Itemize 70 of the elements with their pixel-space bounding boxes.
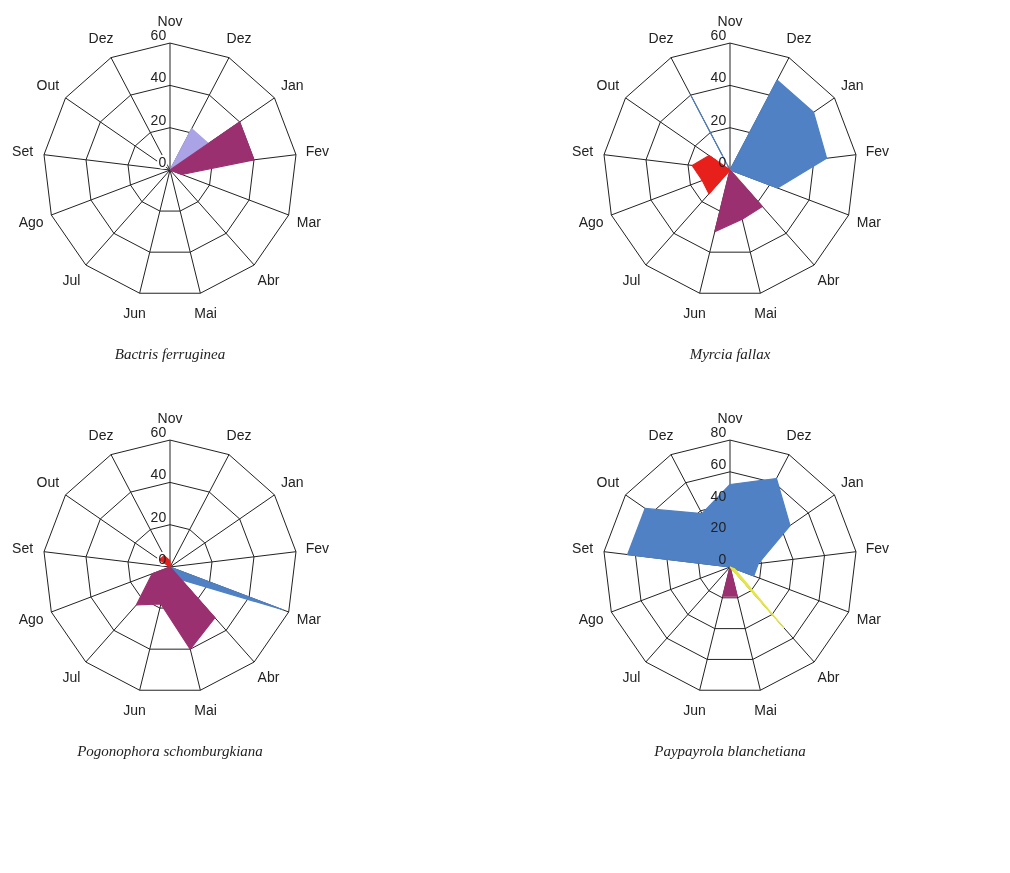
- spoke-label: Dez: [786, 29, 812, 46]
- spoke-label: Jul: [62, 272, 81, 289]
- spoke-label: Fev: [865, 540, 890, 557]
- spoke-label: Jan: [280, 76, 304, 93]
- spoke-label: Jun: [123, 702, 146, 719]
- y-tick-label: 40: [150, 69, 167, 86]
- spoke-label: Mai: [194, 702, 217, 719]
- text: Bactris ferruginea: [114, 346, 226, 362]
- text: Paypayrola blanchetiana: [653, 743, 806, 759]
- y-tick-label: 60: [710, 27, 727, 44]
- y-tick-label: 60: [150, 424, 167, 441]
- y-tick-label: 40: [710, 69, 727, 86]
- spoke-label: Mar: [296, 213, 322, 230]
- spoke-label: Dez: [88, 29, 114, 46]
- spoke-label: Nov: [157, 12, 183, 29]
- spoke-label: Nov: [717, 409, 743, 426]
- spoke-label: Jul: [622, 272, 641, 289]
- spoke-label: Fev: [305, 540, 330, 557]
- spoke-label: Jan: [840, 76, 864, 93]
- spoke-label: Nov: [717, 12, 743, 29]
- spoke-label: Fev: [865, 143, 890, 160]
- spoke-label: Fev: [305, 143, 330, 160]
- spoke-label: Jun: [683, 702, 706, 719]
- y-tick-label: 60: [710, 455, 727, 472]
- spoke-label: Dez: [648, 426, 674, 443]
- spoke-label: Set: [12, 143, 34, 160]
- y-tick-label: 80: [710, 424, 727, 441]
- spoke-label: Jul: [622, 669, 641, 686]
- spoke-label: Mar: [856, 610, 882, 627]
- spoke-label: Ago: [18, 610, 44, 627]
- spoke-label: Abr: [257, 669, 280, 686]
- y-tick-label: 20: [150, 508, 167, 525]
- y-tick-label: 40: [150, 466, 167, 483]
- spoke-label: Mai: [754, 305, 777, 322]
- spoke-label: Dez: [88, 426, 114, 443]
- spoke-label: Out: [36, 473, 60, 490]
- spoke-label: Mar: [856, 213, 882, 230]
- y-tick-label: 20: [710, 111, 727, 128]
- y-tick-label: 60: [150, 27, 167, 44]
- spoke-label: Ago: [578, 610, 604, 627]
- spoke-label: Out: [596, 473, 620, 490]
- spoke-label: Abr: [257, 272, 280, 289]
- text: Myrcia fallax: [688, 346, 771, 362]
- spoke-label: Abr: [817, 272, 840, 289]
- spoke-label: Mar: [296, 610, 322, 627]
- y-tick-label: 20: [710, 519, 727, 536]
- spoke-label: Set: [572, 143, 594, 160]
- spoke-label: Dez: [786, 426, 812, 443]
- spoke-label: Jun: [123, 305, 146, 322]
- spoke-label: Jan: [840, 473, 864, 490]
- spoke-label: Nov: [157, 409, 183, 426]
- text: Pogonophora schomburgkiana: [76, 743, 263, 759]
- spoke-label: Set: [572, 540, 594, 557]
- spoke-label: Dez: [226, 29, 252, 46]
- y-tick-label: 0: [158, 551, 167, 567]
- spoke-label: Dez: [226, 426, 252, 443]
- spoke-label: Dez: [648, 29, 674, 46]
- spoke-label: Out: [36, 76, 60, 93]
- spoke-label: Abr: [817, 669, 840, 686]
- spoke-label: Ago: [18, 213, 44, 230]
- spoke-label: Jul: [62, 669, 81, 686]
- spoke-label: Mai: [754, 702, 777, 719]
- y-tick-label: 0: [718, 551, 727, 567]
- spoke-label: Set: [12, 540, 34, 557]
- spoke-label: Ago: [578, 213, 604, 230]
- spoke-label: Out: [596, 76, 620, 93]
- spoke-label: Mai: [194, 305, 217, 322]
- spoke-label: Jan: [280, 473, 304, 490]
- y-tick-label: 20: [150, 111, 167, 128]
- spoke-label: Jun: [683, 305, 706, 322]
